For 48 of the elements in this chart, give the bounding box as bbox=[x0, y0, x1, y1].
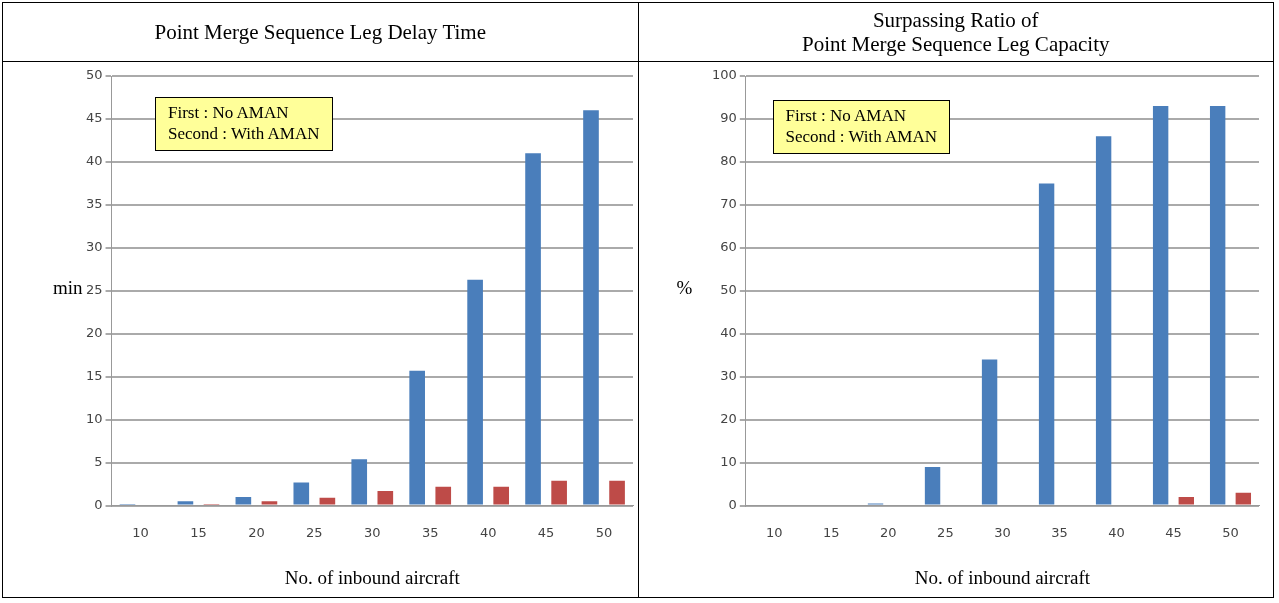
y-tick-label: 15 bbox=[86, 368, 103, 384]
y-tick-label: 30 bbox=[86, 239, 103, 255]
x-tick-label: 45 bbox=[1164, 524, 1182, 540]
x-tick-label: 15 bbox=[190, 524, 207, 540]
annotation: First : No AMAN Second : With AMAN bbox=[155, 97, 333, 151]
x-tick-label: 10 bbox=[765, 524, 783, 540]
x-tick-label: 15 bbox=[822, 524, 840, 540]
x-axis-title: No. of inbound aircraft bbox=[284, 566, 461, 588]
y-tick-label: 80 bbox=[719, 153, 737, 169]
annotation: First : No AMAN Second : With AMAN bbox=[772, 100, 951, 154]
y-tick-label: 20 bbox=[86, 325, 103, 341]
x-tick-label: 35 bbox=[1050, 524, 1068, 540]
y-tick-label: 60 bbox=[719, 239, 737, 255]
x-tick-label: 20 bbox=[248, 524, 265, 540]
y-tick-label: 10 bbox=[86, 411, 103, 427]
y-tick-label: 90 bbox=[719, 110, 737, 126]
x-tick-label: 20 bbox=[879, 524, 897, 540]
y-tick-label: 50 bbox=[719, 282, 737, 298]
x-tick-label: 40 bbox=[1107, 524, 1125, 540]
y-axis-title: min bbox=[53, 277, 83, 299]
x-tick-label: 10 bbox=[132, 524, 149, 540]
x-tick-label: 30 bbox=[364, 524, 381, 540]
x-tick-label: 50 bbox=[595, 524, 613, 540]
y-tick-label: 40 bbox=[86, 153, 103, 169]
chart-title: Point Merge Sequence Leg Delay Time bbox=[3, 3, 638, 62]
x-tick-label: 30 bbox=[993, 524, 1011, 540]
x-tick-label: 25 bbox=[936, 524, 954, 540]
x-axis-title: No. of inbound aircraft bbox=[914, 566, 1091, 588]
y-tick-label: 40 bbox=[719, 325, 737, 341]
y-tick-label: 100 bbox=[711, 67, 737, 83]
y-tick-label: 50 bbox=[86, 67, 103, 83]
y-tick-label: 25 bbox=[86, 282, 103, 298]
y-tick-label: 35 bbox=[86, 196, 103, 212]
x-tick-label: 50 bbox=[1221, 524, 1239, 540]
y-tick-label: 70 bbox=[719, 196, 737, 212]
y-tick-label: 5 bbox=[94, 454, 103, 470]
y-tick-label: 45 bbox=[86, 110, 103, 126]
x-tick-label: 40 bbox=[479, 524, 497, 540]
x-tick-label: 45 bbox=[537, 524, 555, 540]
y-tick-label: 10 bbox=[719, 454, 737, 470]
y-axis-title: % bbox=[676, 277, 693, 299]
chart-title: Surpassing Ratio of Point Merge Sequence Leg Capacity bbox=[638, 3, 1273, 62]
y-tick-label: 0 bbox=[94, 496, 103, 512]
y-tick-label: 30 bbox=[719, 368, 737, 384]
x-tick-label: 25 bbox=[306, 524, 323, 540]
x-tick-label: 35 bbox=[421, 524, 439, 540]
y-tick-label: 0 bbox=[728, 496, 737, 512]
y-tick-label: 20 bbox=[719, 411, 737, 427]
